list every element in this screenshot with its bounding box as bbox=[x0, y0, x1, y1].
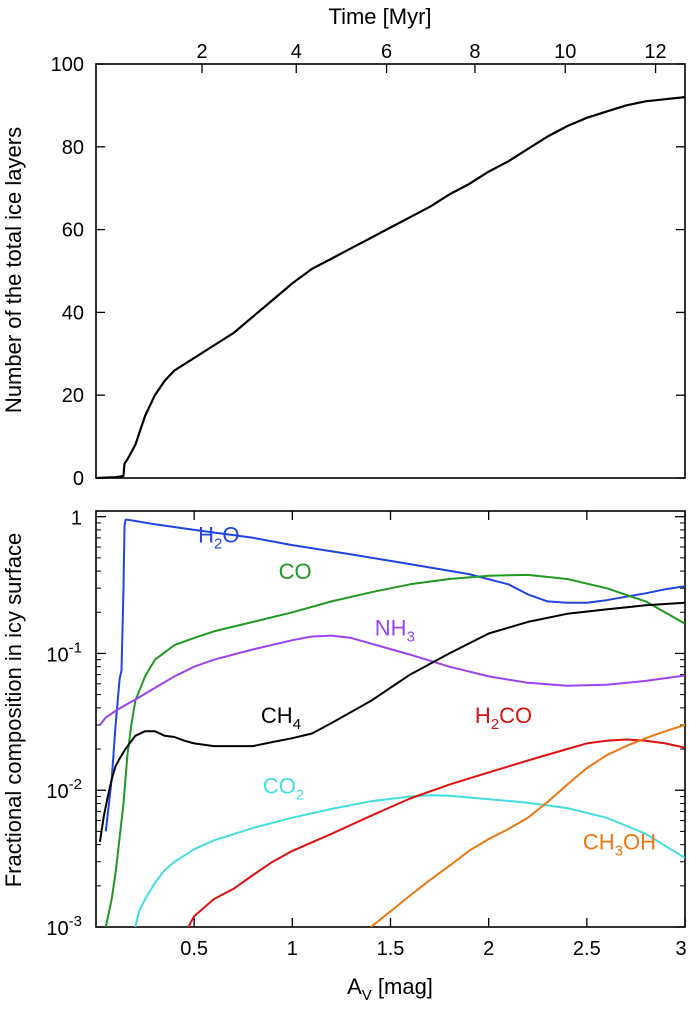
top-y-tick-label: 100 bbox=[51, 54, 84, 76]
bottom-x-ticks: 0.5 1 1.5 2 2.5 3 bbox=[180, 511, 687, 960]
series-line-ch4 bbox=[98, 601, 685, 842]
top-axis-tick-label: 10 bbox=[554, 41, 576, 63]
top-x-axis-label: Time [Myr] bbox=[328, 4, 431, 29]
top-y-ticks: 0 20 40 60 80 100 bbox=[51, 54, 685, 490]
bottom-x-tick-label: 2.5 bbox=[573, 938, 601, 960]
top-y-tick-label: 0 bbox=[73, 468, 84, 490]
top-y-tick-label: 80 bbox=[62, 137, 84, 159]
top-y-tick-label: 60 bbox=[62, 220, 84, 242]
bottom-series-labels: H2O CO NH3 CH4 CO2 H2CO CH3OH bbox=[198, 522, 656, 859]
top-axis-tick-label: 6 bbox=[381, 41, 392, 63]
top-plot-frame bbox=[95, 63, 686, 479]
top-y-tick-label: 40 bbox=[62, 302, 84, 324]
bottom-plot-frame bbox=[95, 510, 686, 928]
top-series-line bbox=[95, 96, 686, 480]
top-axis-tick-label: 8 bbox=[469, 41, 480, 63]
series-line-h2o bbox=[104, 518, 685, 832]
bottom-y-axis-label: Fractional composition in icy surface bbox=[1, 533, 26, 888]
series-line-h2co bbox=[187, 738, 685, 927]
series-label-h2co: H2CO bbox=[475, 703, 532, 733]
series-label-co: CO bbox=[279, 559, 312, 584]
bottom-x-tick-label: 2 bbox=[483, 938, 494, 960]
top-axis-tick-label: 12 bbox=[644, 41, 666, 63]
series-label-ch3oh: CH3OH bbox=[583, 829, 656, 859]
series-line-nh3 bbox=[99, 634, 685, 726]
bottom-x-tick-label: 1 bbox=[287, 938, 298, 960]
series-line-co bbox=[104, 573, 685, 927]
top-y-tick-label: 20 bbox=[62, 385, 84, 407]
bottom-y-tick-label: 10-1 bbox=[46, 639, 82, 666]
top-axis-tick-label: 2 bbox=[196, 41, 207, 63]
bottom-x-tick-label: 3 bbox=[675, 938, 686, 960]
series-line-co2 bbox=[134, 794, 685, 927]
bottom-x-tick-label: 0.5 bbox=[180, 938, 208, 960]
bottom-y-tick-label: 10-3 bbox=[46, 913, 82, 940]
bottom-series-group bbox=[98, 518, 685, 927]
bottom-y-ticks: 1 10-1 10-2 10-3 bbox=[46, 508, 685, 940]
series-line-ch3oh bbox=[370, 724, 685, 927]
bottom-x-tick-label: 1.5 bbox=[377, 938, 405, 960]
series-label-nh3: NH3 bbox=[375, 616, 415, 646]
top-panel: 0 20 40 60 80 100 2 4 6 8 10 12 Time [Myr] Number … bbox=[1, 4, 686, 490]
top-axis-tick-label: 4 bbox=[291, 41, 302, 63]
bottom-y-tick-label: 10-2 bbox=[46, 776, 82, 803]
bottom-y-tick-label: 1 bbox=[71, 508, 82, 530]
series-label-h2o: H2O bbox=[198, 522, 239, 552]
bottom-x-axis-label: AV [mag] bbox=[347, 974, 433, 1004]
top-y-axis-label: Number of the total ice layers bbox=[1, 127, 26, 413]
top-axis-ticks: 2 4 6 8 10 12 bbox=[196, 41, 667, 73]
series-label-ch4: CH4 bbox=[261, 703, 301, 733]
bottom-panel: 1 10-1 10-2 10-3 0.5 1 1.5 2 2.5 3 AV [mag] Frac… bbox=[1, 508, 687, 1004]
series-label-co2: CO2 bbox=[263, 773, 304, 803]
top-series-group bbox=[95, 96, 686, 480]
